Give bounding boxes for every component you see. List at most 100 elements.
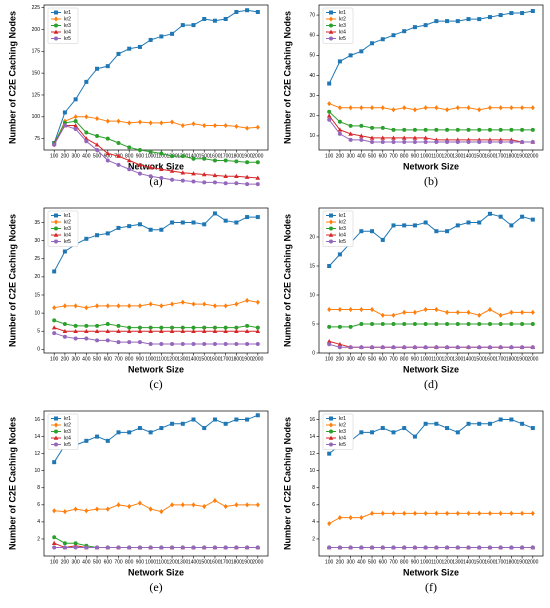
marker — [191, 328, 196, 334]
marker — [180, 421, 185, 426]
x-tick-label: 300 — [71, 356, 80, 362]
y-tick-label: 0 — [312, 350, 315, 356]
marker — [348, 515, 353, 521]
marker — [509, 417, 514, 422]
marker — [170, 154, 175, 159]
marker — [170, 119, 175, 125]
marker — [52, 269, 57, 274]
marker — [148, 341, 153, 346]
marker — [202, 16, 207, 21]
marker — [327, 324, 332, 329]
marker — [255, 299, 260, 305]
marker — [180, 122, 185, 129]
marker — [530, 510, 535, 516]
x-tick-label: 1700 — [495, 153, 506, 159]
legend-marker — [53, 232, 59, 237]
x-tick-label: 1600 — [209, 559, 220, 565]
x-tick-label: 1500 — [474, 153, 485, 159]
y-tick-label: 12 — [309, 451, 315, 457]
x-tick-label: 1900 — [517, 153, 528, 159]
marker — [412, 322, 417, 326]
marker — [487, 127, 492, 132]
x-tick-label: 1100 — [431, 356, 442, 362]
marker — [498, 510, 503, 516]
marker — [412, 107, 417, 113]
marker — [148, 120, 153, 126]
y-tick-label: 12 — [34, 451, 40, 457]
marker — [212, 172, 218, 178]
marker — [530, 309, 535, 315]
legend-label: kr1 — [64, 213, 71, 219]
x-tick-label: 1500 — [199, 356, 210, 362]
legend-marker — [54, 422, 58, 428]
marker — [84, 114, 89, 120]
marker — [95, 506, 100, 512]
marker — [202, 545, 207, 550]
marker — [402, 29, 407, 34]
x-tick-label: 1400 — [188, 356, 199, 362]
legend-marker — [54, 226, 58, 231]
marker — [84, 438, 89, 443]
marker — [159, 34, 164, 39]
x-tick-label: 1900 — [242, 153, 253, 159]
marker — [487, 545, 492, 550]
marker — [520, 510, 525, 516]
marker — [137, 148, 142, 152]
x-tick-label: 800 — [125, 356, 134, 362]
marker — [348, 324, 353, 329]
y-axis-label: Number of C2E Caching Nodes — [282, 11, 292, 144]
x-tick-label: 1800 — [506, 559, 517, 565]
marker — [180, 154, 185, 159]
marker — [84, 130, 89, 135]
marker — [73, 127, 78, 132]
marker — [202, 325, 207, 330]
y-tick-label: 125 — [32, 92, 41, 98]
x-tick-label: 1600 — [484, 356, 495, 362]
marker — [159, 120, 164, 126]
marker — [95, 148, 100, 152]
marker — [487, 211, 492, 216]
marker — [52, 535, 57, 540]
marker — [520, 545, 525, 550]
x-tick-label: 1300 — [177, 356, 188, 362]
marker — [466, 322, 471, 326]
legend-marker — [54, 239, 58, 244]
marker — [423, 220, 428, 225]
marker — [487, 15, 492, 20]
marker — [477, 322, 482, 326]
x-tick-label: 500 — [368, 356, 377, 362]
marker — [391, 345, 396, 350]
x-tick-label: 400 — [82, 559, 91, 565]
legend-label: kr4 — [339, 232, 346, 238]
marker — [412, 545, 417, 550]
marker — [116, 225, 121, 230]
x-tick-label: 1200 — [442, 559, 453, 565]
marker — [191, 502, 196, 508]
legend-marker — [328, 232, 334, 237]
caption: (c) — [149, 377, 162, 391]
marker — [191, 179, 196, 184]
marker — [530, 105, 535, 111]
marker — [159, 151, 164, 156]
marker — [412, 309, 417, 315]
y-tick-label: 14 — [309, 434, 315, 440]
x-tick-label: 900 — [411, 559, 420, 565]
marker — [477, 127, 482, 132]
x-tick-label: 900 — [411, 356, 420, 362]
marker — [212, 328, 218, 334]
x-tick-label: 400 — [357, 356, 366, 362]
marker — [212, 325, 217, 330]
marker — [212, 158, 217, 163]
legend-label: kr5 — [64, 239, 71, 245]
marker — [423, 421, 428, 426]
marker — [223, 16, 228, 21]
marker — [95, 66, 100, 71]
marker — [509, 105, 514, 111]
legend-box — [47, 7, 79, 44]
legend-marker — [53, 435, 59, 440]
marker — [105, 136, 110, 141]
marker — [212, 545, 217, 550]
marker — [116, 118, 121, 124]
y-axis-label: Number of C2E Caching Nodes — [7, 417, 17, 550]
marker — [498, 13, 503, 18]
